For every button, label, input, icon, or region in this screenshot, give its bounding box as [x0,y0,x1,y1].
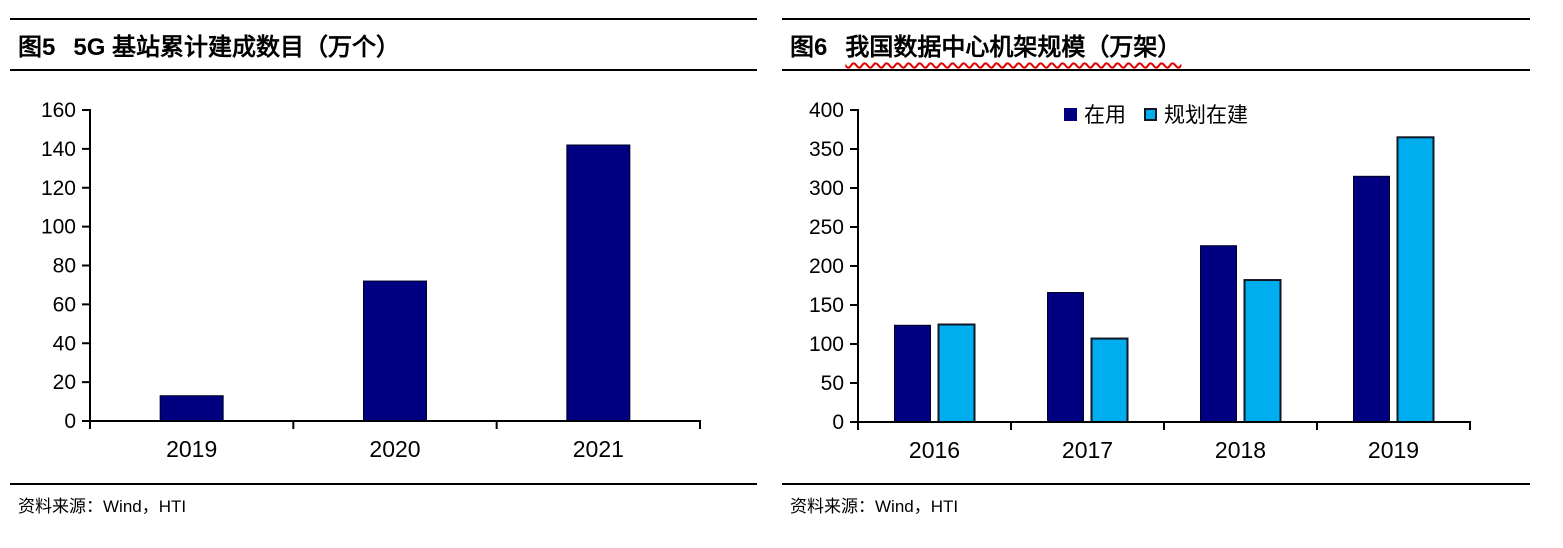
top-rule [782,18,1530,20]
bar-在用-2019 [1353,175,1390,423]
figure-5-title: 图5 5G 基站累计建成数目（万个） [18,27,753,62]
figure-6-title-text: 我国数据中心机架规模（万架） [845,34,1182,61]
bar-在用-2017 [1047,292,1084,423]
bottom-rule [10,483,757,485]
bar-规划在建-2017 [1090,337,1129,424]
y-tick-label: 140 [41,138,76,161]
y-tick-label: 100 [41,216,76,239]
bar-在用-2018 [1200,245,1237,423]
legend-item-2: 规划在建 [1144,99,1248,129]
y-tick-label: 50 [821,372,844,395]
title-divider-rule [10,69,757,71]
x-tick-label: 2019 [166,436,217,462]
figure-6-title: 图6 我国数据中心机架规模（万架） [790,27,1526,62]
top-rule [10,18,757,20]
source-note: 资料来源：Wind，HTI [790,497,959,516]
x-tick-label: 2018 [1215,437,1266,463]
bar-2019 [159,395,224,422]
source-note: 资料来源：Wind，HTI [18,497,187,516]
y-tick-label: 300 [809,177,844,200]
figure-6-number: 图6 [790,34,828,61]
bar-chart-datacenter-racks: 2016 2017 2018 2019 0 50 100 150 200 250 300 350 400 [809,99,1471,463]
x-tick-label: 2021 [573,436,624,462]
legend-swatch-icon [1064,107,1077,121]
y-tick-label: 400 [809,99,844,122]
x-tick-label: 2016 [909,437,960,463]
legend: 在用 规划在建 [782,99,1530,129]
x-tick-label: 2017 [1062,437,1113,463]
y-tick-label: 150 [809,294,844,317]
y-tick-label: 200 [809,255,844,278]
figure-6-panel: 图6 我国数据中心机架规模（万架） 2016 2017 2018 2019 0 50 100 1… [782,0,1530,548]
y-tick-label: 60 [53,293,76,316]
legend-label: 在用 [1084,104,1126,127]
y-tick-label: 0 [832,411,844,434]
y-tick-label: 20 [53,371,76,394]
bar-chart-5g-base-stations: 2019 2020 2021 0 20 40 60 80 100 120 140 160 [41,99,701,462]
legend-item-1: 在用 [1064,99,1126,129]
bar-规划在建-2019 [1396,136,1435,424]
x-tick-label: 2019 [1368,437,1419,463]
y-tick-label: 80 [53,255,76,278]
bottom-rule [782,483,1530,485]
bar-规划在建-2016 [937,323,976,423]
bar-规划在建-2018 [1243,279,1282,424]
y-tick-label: 100 [809,333,844,356]
y-tick-label: 120 [41,177,76,200]
bar-2021 [566,144,631,422]
y-tick-label: 350 [809,138,844,161]
y-tick-label: 0 [64,410,76,433]
y-tick-label: 40 [53,332,76,355]
figure-5-panel: 图5 5G 基站累计建成数目（万个） 2019 2020 2021 0 20 40 60 80 1… [10,0,757,548]
figure-5-number: 图5 [18,34,56,61]
y-tick-label: 160 [41,99,76,122]
bar-2020 [363,280,427,422]
bar-在用-2016 [894,324,931,423]
figure-5-title-text: 5G 基站累计建成数目（万个） [73,34,401,61]
y-tick-label: 250 [809,216,844,239]
title-divider-rule [782,69,1530,71]
legend-label: 规划在建 [1164,104,1248,127]
legend-swatch-icon [1144,107,1157,121]
x-tick-label: 2020 [369,436,420,462]
